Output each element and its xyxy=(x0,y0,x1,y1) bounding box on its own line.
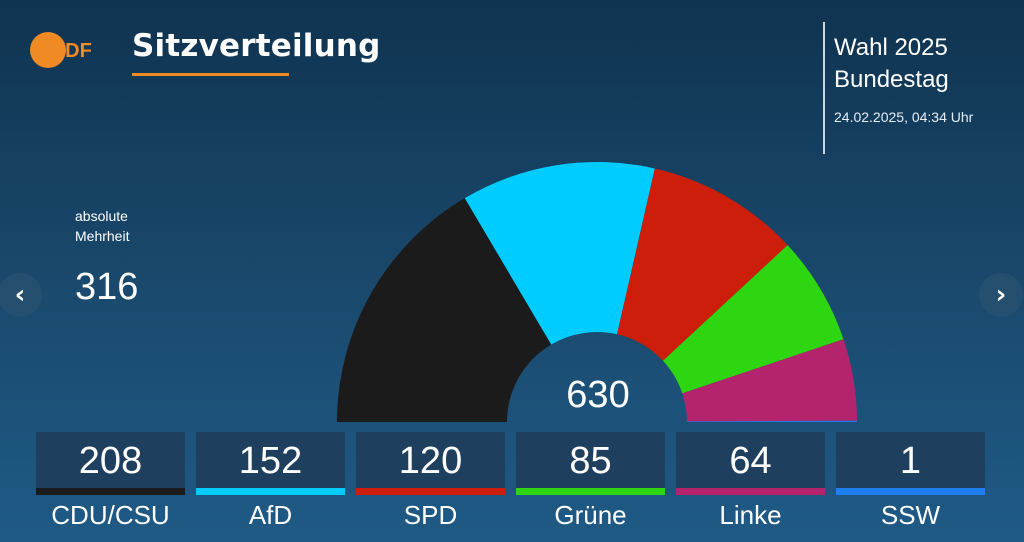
chevron-right-icon: › xyxy=(995,280,1007,310)
legend-seat-count: 120 xyxy=(356,432,505,488)
logo-text: 2DF xyxy=(54,40,92,62)
legend-party-label: SSW xyxy=(880,500,941,530)
legend-item: 85 Grüne xyxy=(516,432,665,531)
majority-label: absolute Mehrheit xyxy=(75,206,129,246)
legend-party-label: Linke xyxy=(719,500,782,530)
next-button[interactable]: › xyxy=(979,273,1023,317)
legend-seat-count: 85 xyxy=(516,432,665,488)
legend-seat-count: 1 xyxy=(836,432,985,488)
legend-color-bar xyxy=(516,488,665,495)
total-seats: 630 xyxy=(566,374,630,416)
election-title: Wahl 2025 Bundestag xyxy=(834,32,949,96)
seat-segment-grüne xyxy=(662,245,844,394)
election-timestamp: 24.02.2025, 04:34 Uhr xyxy=(834,109,974,125)
majority-label-line2: Mehrheit xyxy=(75,228,130,244)
seat-segment-spd xyxy=(617,168,788,361)
legend-item: 1 SSW xyxy=(836,432,985,531)
legend-item: 152 AfD xyxy=(196,432,345,531)
chevron-left-icon: ‹ xyxy=(14,280,26,310)
legend-seat-count: 208 xyxy=(36,432,185,488)
election-divider xyxy=(823,22,825,154)
previous-button[interactable]: ‹ xyxy=(0,273,42,317)
legend-seat-count: 64 xyxy=(676,432,825,488)
zdf-logo: 2DF xyxy=(30,32,92,68)
seat-segment-ssw xyxy=(686,420,857,422)
legend-color-bar xyxy=(196,488,345,495)
election-title-line2: Bundestag xyxy=(834,66,949,93)
legend-seat-count: 152 xyxy=(196,432,345,488)
seat-segment-afd xyxy=(464,161,655,345)
seat-segment-cdu-csu xyxy=(337,198,552,422)
majority-value: 316 xyxy=(75,266,139,308)
majority-label-line1: absolute xyxy=(75,208,128,224)
election-title-line1: Wahl 2025 xyxy=(834,34,948,61)
legend-color-bar xyxy=(836,488,985,495)
legend-color-bar xyxy=(676,488,825,495)
legend-party-label: SPD xyxy=(403,500,458,530)
legend-color-bar xyxy=(356,488,505,495)
legend-item: 208 CDU/CSU xyxy=(36,432,185,531)
seat-segment-linke xyxy=(682,339,857,422)
legend-color-bar xyxy=(36,488,185,495)
legend-party-label: Grüne xyxy=(554,500,627,530)
legend-party-label: AfD xyxy=(248,500,293,530)
title-underline xyxy=(132,73,289,76)
legend-item: 64 Linke xyxy=(676,432,825,531)
page-title: Sitzverteilung xyxy=(132,28,381,64)
legend-item: 120 SPD xyxy=(356,432,505,531)
legend-party-label: CDU/CSU xyxy=(51,500,170,530)
